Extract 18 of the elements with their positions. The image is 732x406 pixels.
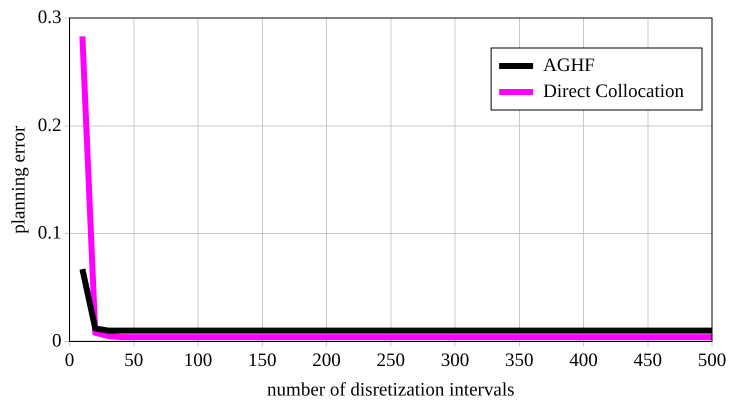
y-tick-label: 0.3 <box>38 6 62 28</box>
x-tick-label: 250 <box>376 350 406 371</box>
x-tick-label: 300 <box>440 350 470 371</box>
y-tick-label: 0.1 <box>38 222 62 244</box>
x-tick-label: 200 <box>312 350 341 371</box>
y-tick-label: 0.2 <box>38 114 62 136</box>
x-axis-title: number of disretization intervals <box>267 380 515 401</box>
x-tick-label: 50 <box>124 350 144 371</box>
x-tick-label: 100 <box>184 350 212 371</box>
legend-label: Direct Collocation <box>543 80 684 102</box>
x-tick-label: 400 <box>569 350 598 371</box>
x-tick-label: 350 <box>505 350 534 371</box>
y-axis-title: planning error <box>8 124 30 234</box>
x-tick-label: 500 <box>698 350 726 371</box>
legend-label: AGHF <box>543 54 595 76</box>
x-tick-label: 450 <box>634 350 662 371</box>
y-tick-label: 0 <box>52 330 62 352</box>
x-tick-label: 150 <box>248 350 277 371</box>
